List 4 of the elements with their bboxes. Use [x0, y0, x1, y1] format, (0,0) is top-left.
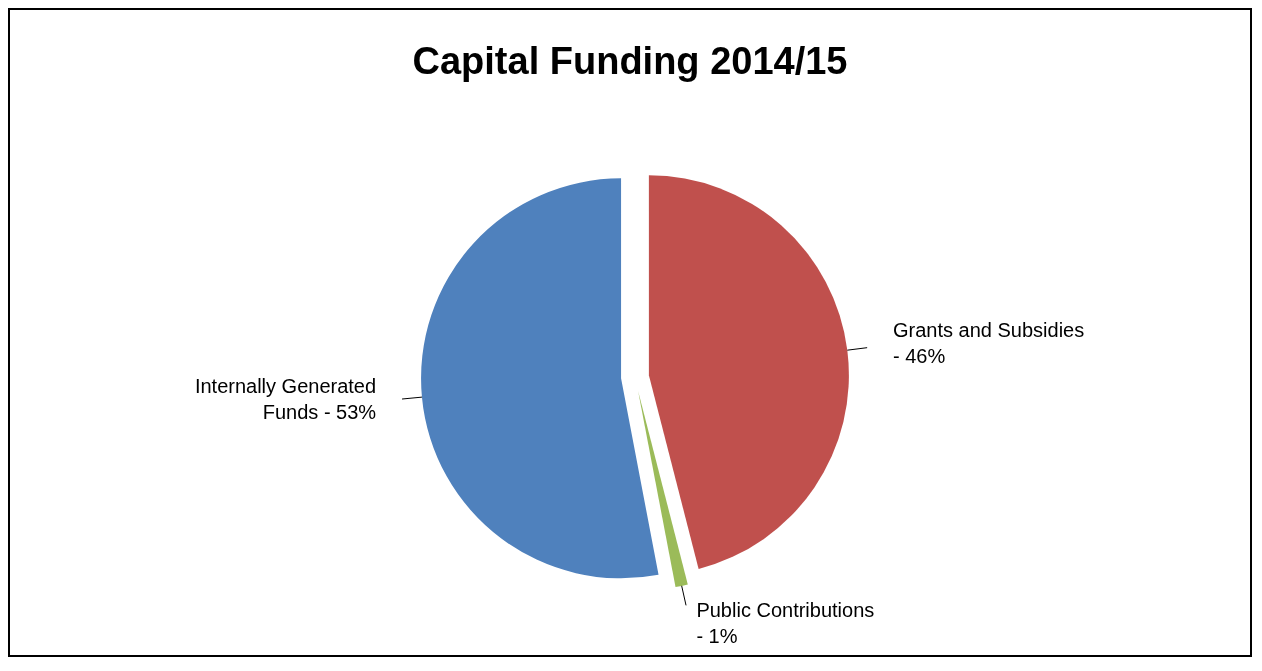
chart-title: Capital Funding 2014/15: [411, 39, 849, 84]
slice-label: Internally Generated Funds - 53%: [194, 375, 377, 424]
slice-label: Public Contributions - 1%: [696, 599, 875, 648]
slice-label: Grants and Subsidies - 46%: [893, 319, 1085, 368]
